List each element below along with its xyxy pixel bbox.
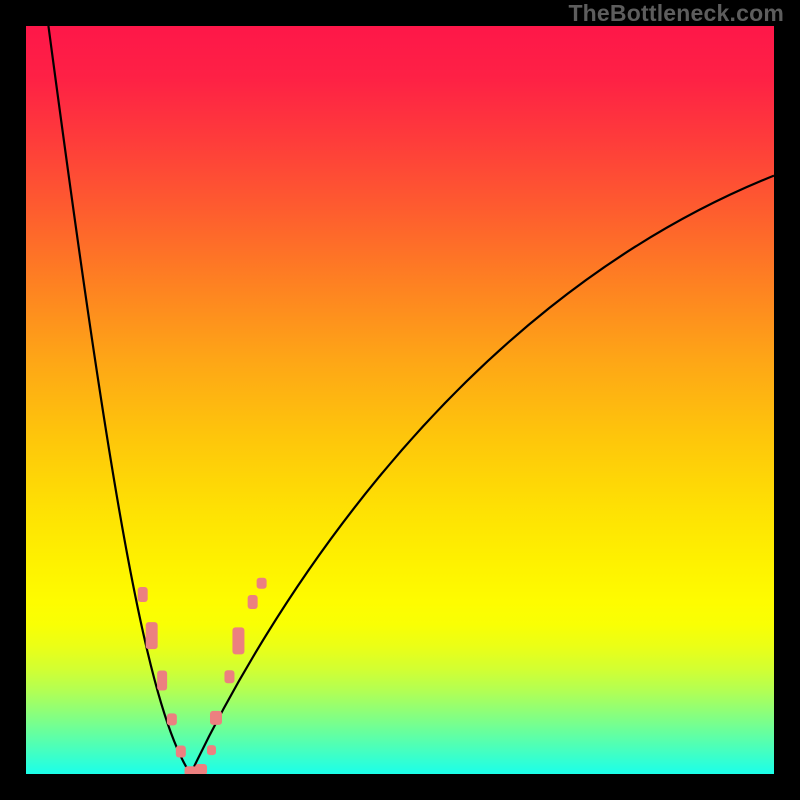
plot-background (26, 26, 774, 774)
curve-marker (232, 627, 244, 654)
curve-marker (185, 766, 197, 774)
plot-area (26, 26, 774, 774)
frame-border-bottom (0, 774, 800, 800)
curve-marker (207, 745, 216, 755)
curve-marker (157, 671, 167, 691)
curve-marker (257, 578, 267, 589)
curve-marker (138, 587, 148, 602)
curve-marker (248, 595, 258, 609)
plot-svg (26, 26, 774, 774)
curve-marker (146, 622, 158, 649)
curve-marker (224, 670, 234, 683)
curve-marker (176, 746, 186, 758)
frame-border-left (0, 0, 26, 800)
curve-marker (195, 764, 207, 774)
curve-marker (167, 713, 177, 725)
curve-marker (210, 711, 222, 725)
figure-root: TheBottleneck.com (0, 0, 800, 800)
watermark-text: TheBottleneck.com (568, 0, 784, 27)
frame-border-right (774, 0, 800, 800)
